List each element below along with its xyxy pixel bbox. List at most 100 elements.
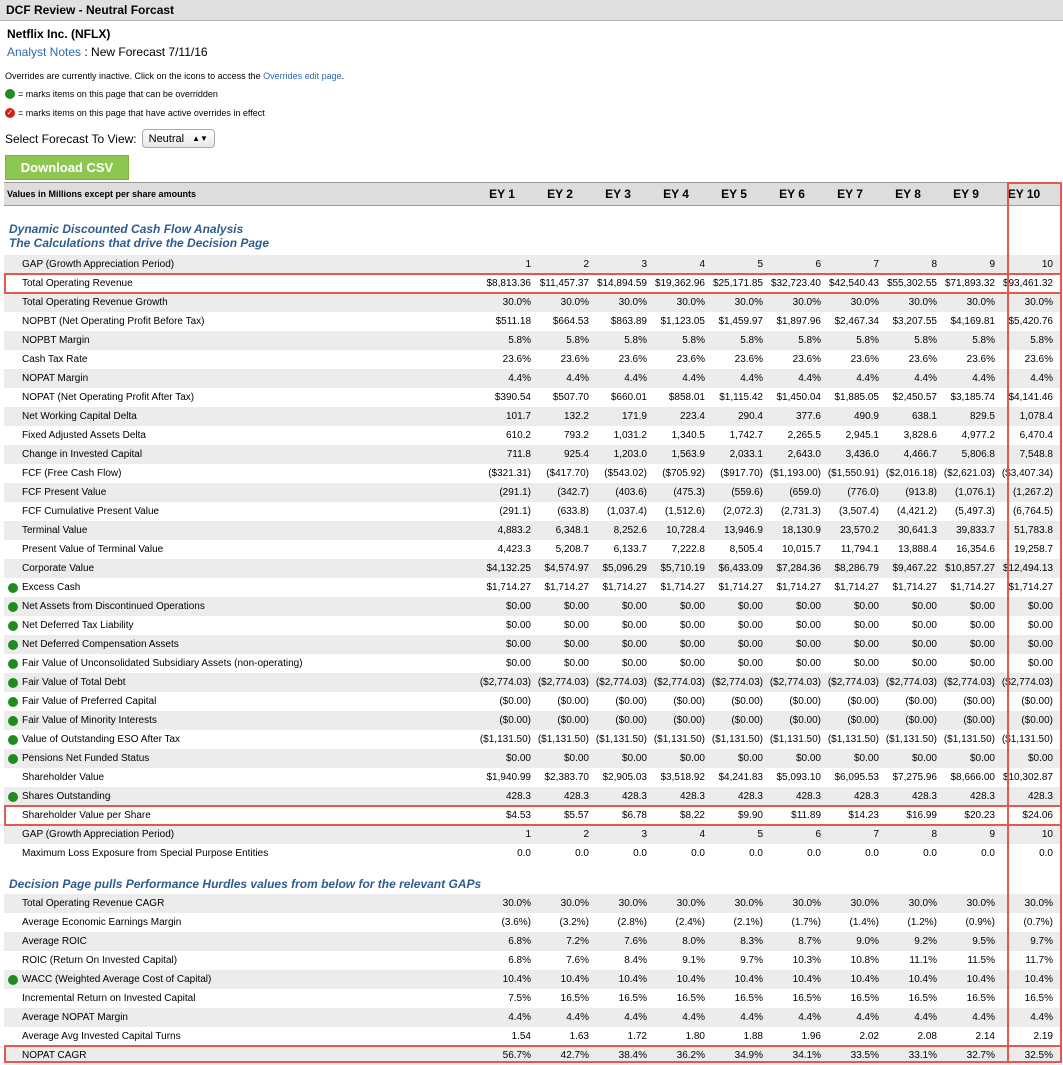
cell-value: 23.6% bbox=[966, 354, 995, 365]
cell-value: 30.0% bbox=[676, 898, 705, 909]
cell-value: 33.1% bbox=[908, 1050, 937, 1061]
row-icon-slot bbox=[4, 715, 22, 726]
cell-value: 11,794.1 bbox=[840, 544, 879, 555]
cell-value: 7 bbox=[873, 829, 879, 840]
override-dot-icon[interactable] bbox=[8, 601, 18, 612]
cell-value: $6,095.53 bbox=[834, 772, 880, 783]
legend-green-text: = marks items on this page that can be o… bbox=[18, 89, 218, 99]
cell-value: 1,078.4 bbox=[1019, 411, 1053, 422]
cell-value: ($0.00) bbox=[557, 696, 589, 707]
override-dot-icon[interactable] bbox=[8, 715, 18, 726]
cell-value: ($0.00) bbox=[789, 696, 821, 707]
cell-value: $0.00 bbox=[1027, 658, 1053, 669]
cell-value: 10.4% bbox=[502, 974, 531, 985]
row-label: FCF (Free Cash Flow) bbox=[22, 468, 122, 479]
cell-value: ($1,131.50) bbox=[653, 734, 705, 745]
cell-value: 4.4% bbox=[624, 1012, 647, 1023]
cell-value: 9.7% bbox=[1030, 936, 1053, 947]
cell-value: 4 bbox=[699, 829, 705, 840]
cell-value: 34.9% bbox=[734, 1050, 763, 1061]
forecast-select[interactable]: Neutral ▲▼ bbox=[141, 129, 215, 148]
cell-value: 32.5% bbox=[1024, 1050, 1053, 1061]
cell-value: ($1,131.50) bbox=[537, 734, 589, 745]
row-label: Shareholder Value per Share bbox=[22, 810, 151, 821]
cell-value: ($705.92) bbox=[662, 468, 705, 479]
cell-value: $9.90 bbox=[737, 810, 763, 821]
cell-value: (2.8%) bbox=[617, 917, 647, 928]
override-dot-icon[interactable] bbox=[8, 582, 18, 593]
row-label: Fair Value of Unconsolidated Subsidiary … bbox=[22, 658, 303, 669]
cell-value: ($1,193.00) bbox=[769, 468, 821, 479]
override-dot-icon[interactable] bbox=[8, 696, 18, 707]
cell-value: 428.3 bbox=[505, 791, 531, 802]
analyst-notes-link[interactable]: Analyst Notes bbox=[7, 45, 82, 59]
row-label: NOPBT (Net Operating Profit Before Tax) bbox=[22, 316, 205, 327]
table-row: Shareholder Value per Share $4.53 $5.57 $6.… bbox=[4, 806, 1062, 825]
cell-value: 30.0% bbox=[850, 898, 879, 909]
override-dot-icon[interactable] bbox=[8, 734, 18, 745]
cell-value: 7.6% bbox=[624, 936, 647, 947]
section-title-dcf: Dynamic Discounted Cash Flow Analysis bbox=[9, 222, 244, 236]
cell-value: 6.8% bbox=[508, 955, 531, 966]
cell-value: $0.00 bbox=[563, 753, 589, 764]
cell-value: 5.8% bbox=[972, 335, 995, 346]
table-row: ROIC (Return On Invested Capital) 6.8% 7.6… bbox=[4, 951, 1062, 970]
cell-value: 8.3% bbox=[740, 936, 763, 947]
row-icon-slot bbox=[4, 734, 22, 745]
cell-value: 5 bbox=[757, 829, 763, 840]
override-dot-icon[interactable] bbox=[8, 753, 18, 764]
cell-value: 428.3 bbox=[795, 791, 821, 802]
download-csv-button[interactable]: Download CSV bbox=[5, 155, 129, 180]
cell-value: 23.6% bbox=[676, 354, 705, 365]
cell-value: 23,570.2 bbox=[840, 525, 879, 536]
row-label: FCF Present Value bbox=[22, 487, 107, 498]
cell-value: ($2,774.03) bbox=[653, 677, 705, 688]
table-row: Fair Value of Total Debt ($2,774.03) ($2,7… bbox=[4, 673, 1062, 692]
override-dot-icon[interactable] bbox=[8, 620, 18, 631]
row-label: Fixed Adjusted Assets Delta bbox=[22, 430, 146, 441]
cell-value: $664.53 bbox=[552, 316, 589, 327]
cell-value: ($1,131.50) bbox=[595, 734, 647, 745]
legend-red-text: = marks items on this page that have act… bbox=[18, 108, 265, 118]
cell-value: 6 bbox=[815, 259, 821, 270]
override-dot-icon[interactable] bbox=[8, 639, 18, 650]
override-dot-icon[interactable] bbox=[8, 791, 18, 802]
cell-value: $10,857.27 bbox=[944, 563, 995, 574]
cell-value: 16.5% bbox=[618, 993, 647, 1004]
cell-value: $11,457.37 bbox=[539, 278, 589, 289]
row-label: GAP (Growth Appreciation Period) bbox=[22, 259, 175, 270]
row-label: Excess Cash bbox=[22, 582, 81, 593]
cell-value: 33.5% bbox=[850, 1050, 879, 1061]
row-label: Total Operating Revenue CAGR bbox=[22, 898, 165, 909]
cell-value: 2 bbox=[583, 259, 589, 270]
table-row: Total Operating Revenue CAGR 30.0% 30.0% 30… bbox=[4, 894, 1062, 913]
cell-value: $1,714.27 bbox=[892, 582, 938, 593]
cell-value: 10 bbox=[1041, 259, 1053, 270]
cell-value: 30.0% bbox=[792, 297, 821, 308]
window-title: DCF Review - Neutral Forcast bbox=[0, 0, 1063, 21]
overrides-edit-link[interactable]: Overrides edit page bbox=[263, 71, 342, 81]
year-header: EY 2 bbox=[547, 187, 573, 201]
cell-value: 23.6% bbox=[560, 354, 589, 365]
override-dot-icon[interactable] bbox=[8, 974, 18, 985]
row-label: Shares Outstanding bbox=[22, 791, 111, 802]
cell-value: 30.0% bbox=[1024, 297, 1053, 308]
cell-value: $7,275.96 bbox=[892, 772, 938, 783]
cell-value: $0.00 bbox=[853, 753, 879, 764]
overrides-text: Overrides are currently inactive. Click … bbox=[5, 71, 264, 81]
cell-value: 4,883.2 bbox=[497, 525, 531, 536]
table-row: Net Assets from Discontinued Operations $… bbox=[4, 597, 1062, 616]
cell-value: $0.00 bbox=[853, 620, 879, 631]
cell-value: $0.00 bbox=[1027, 620, 1053, 631]
cell-value: 11.5% bbox=[967, 955, 995, 966]
cell-value: 6,470.4 bbox=[1019, 430, 1053, 441]
analyst-notes: Analyst Notes : New Forecast 7/11/16 bbox=[7, 45, 208, 59]
override-dot-icon[interactable] bbox=[8, 677, 18, 688]
cell-value: 4.4% bbox=[798, 1012, 821, 1023]
cell-value: 4.4% bbox=[1030, 373, 1053, 384]
forecast-select-value: Neutral bbox=[148, 132, 185, 145]
cell-value: 4.4% bbox=[972, 1012, 995, 1023]
cell-value: $1,714.27 bbox=[544, 582, 590, 593]
override-dot-icon[interactable] bbox=[8, 658, 18, 669]
row-label: GAP (Growth Appreciation Period) bbox=[22, 829, 175, 840]
